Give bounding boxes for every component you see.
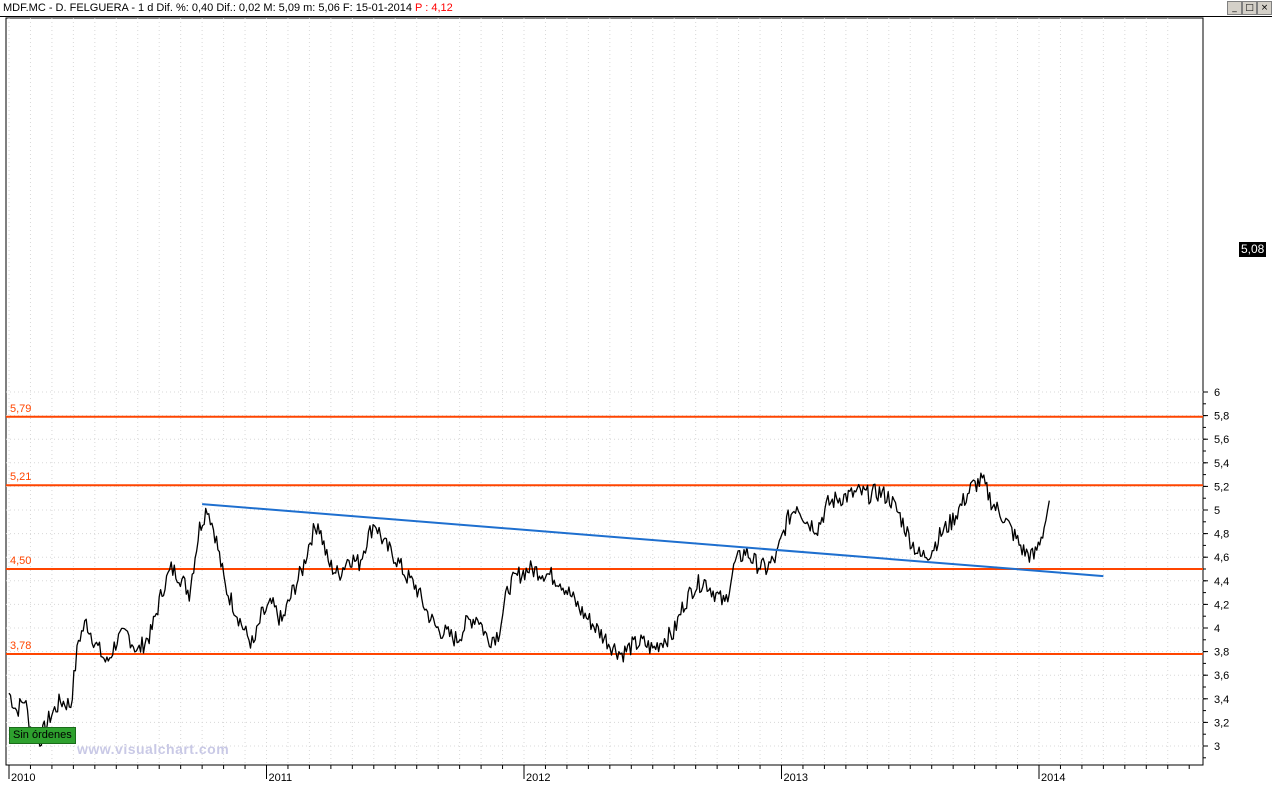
title-text: MDF.MC - D. FELGUERA - 1 d Dif. %: 0,40 … — [3, 0, 453, 16]
trendline — [202, 503, 1104, 578]
last-price-badge: 5,08 — [1239, 242, 1267, 257]
title-p-value: P : 4,12 — [415, 2, 453, 14]
y-tick-label: 3,2 — [1214, 717, 1229, 729]
y-tick-label: 5,2 — [1214, 481, 1229, 493]
y-tick-label: 4,4 — [1214, 576, 1229, 588]
y-tick-label: 4 — [1214, 623, 1220, 635]
y-tick-label: 4,8 — [1214, 529, 1229, 541]
chart-title-bar: MDF.MC - D. FELGUERA - 1 d Dif. %: 0,40 … — [0, 0, 1272, 17]
y-tick-label: 5,8 — [1214, 411, 1229, 423]
x-tick-label: 2012 — [526, 772, 550, 784]
y-tick-label: 3,6 — [1214, 670, 1229, 682]
plot-frame — [5, 17, 1204, 766]
watermark-text: www.visualchart.com — [77, 741, 230, 757]
x-tick-label: 2014 — [1041, 772, 1065, 784]
no-orders-badge[interactable]: Sin órdenes — [9, 727, 76, 744]
y-tick-label: 4,2 — [1214, 599, 1229, 611]
title-info: MDF.MC - D. FELGUERA - 1 d Dif. %: 0,40 … — [3, 2, 412, 14]
maximize-button[interactable]: □ — [1242, 1, 1257, 15]
price-series-layer — [8, 472, 1050, 747]
x-tick-label: 2011 — [269, 772, 293, 784]
y-tick-label: 4,6 — [1214, 552, 1229, 564]
level-label: 5,21 — [10, 471, 31, 483]
close-button[interactable]: × — [1257, 1, 1272, 15]
y-tick-label: 6 — [1214, 387, 1220, 399]
grid-layer — [5, 17, 1204, 766]
level-label: 4,50 — [10, 555, 31, 567]
minimize-button[interactable]: _ — [1227, 1, 1242, 15]
y-tick-label: 3,8 — [1214, 647, 1229, 659]
level-label: 5,79 — [10, 403, 31, 415]
y-tick-label: 5,4 — [1214, 458, 1229, 470]
y-tick-label: 3,4 — [1214, 694, 1229, 706]
x-tick-label: 2013 — [784, 772, 808, 784]
price-series-line — [8, 472, 1050, 747]
trendline-layer — [202, 503, 1104, 578]
y-tick-label: 3 — [1214, 741, 1220, 753]
axis-layer: 3 3,2 3,4 3,6 3,8 4 4,2 4,4 4,6 4,8 5 5,2 5,4 5,6 5,8 6… — [8, 387, 1229, 784]
x-tick-label: 2010 — [11, 772, 35, 784]
level-lines-layer: 5,79 5,21 4,50 3,78 — [6, 403, 1203, 655]
level-label: 3,78 — [10, 640, 31, 652]
y-tick-label: 5,6 — [1214, 434, 1229, 446]
y-tick-label: 5 — [1214, 505, 1220, 517]
